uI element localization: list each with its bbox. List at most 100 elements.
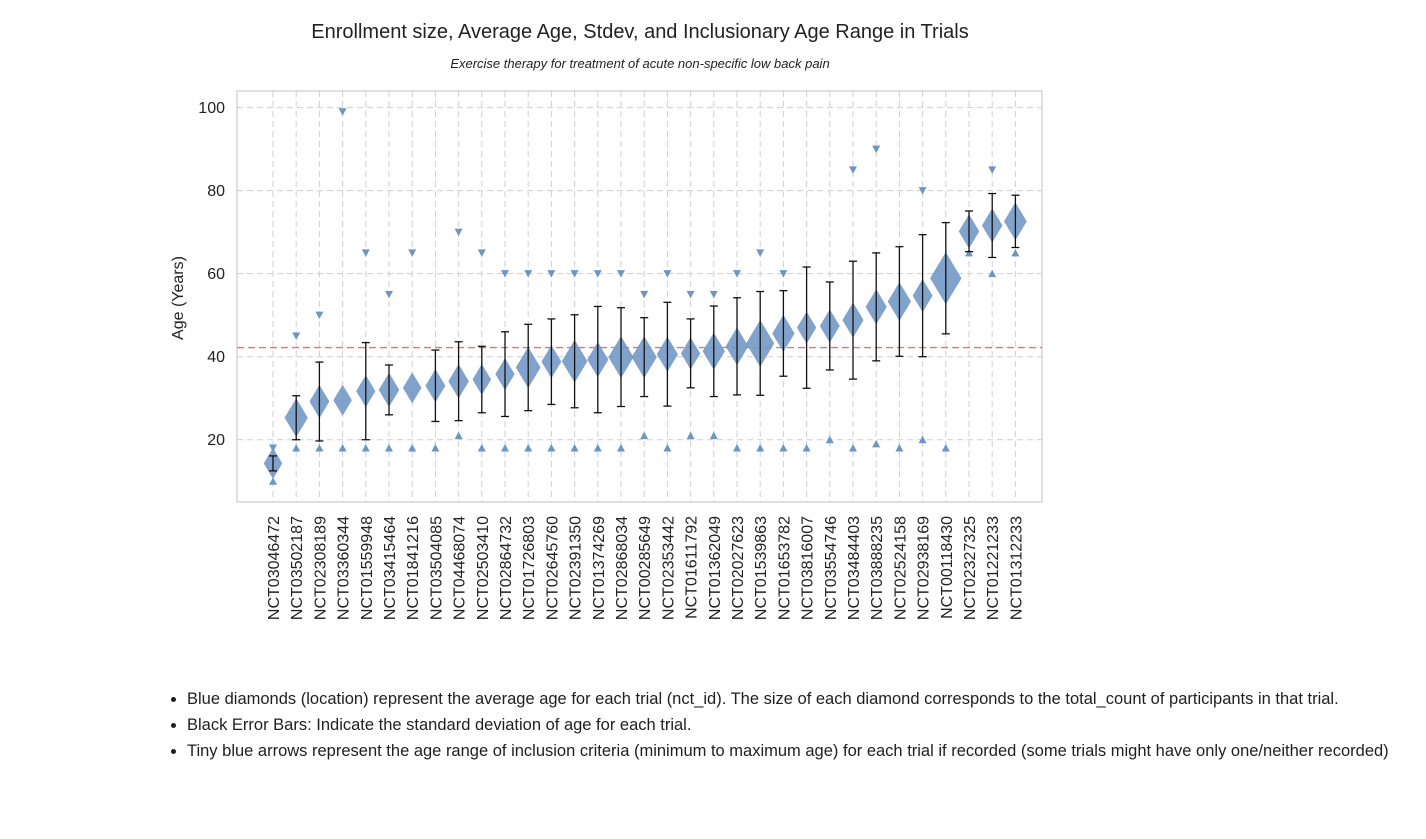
x-tick-label: NCT02391350 (568, 516, 585, 620)
max-age-arrow (988, 166, 997, 174)
min-age-arrow (756, 444, 765, 452)
max-age-arrow (338, 108, 347, 116)
min-age-arrow (802, 444, 811, 452)
max-age-arrow (872, 145, 881, 154)
min-age-arrow (733, 444, 741, 452)
min-age-arrow (431, 444, 440, 452)
min-age-arrow (570, 444, 579, 452)
max-age-arrow (524, 270, 533, 278)
y-tick-label: 80 (207, 183, 225, 200)
note-error-bars: Black Error Bars: Indicate the standard … (187, 712, 1426, 738)
min-age-arrow (1011, 248, 1020, 257)
x-tick-label: NCT00118430 (939, 516, 956, 619)
x-tick-label: NCT01726803 (521, 516, 538, 620)
x-tick-label: NCT02503410 (475, 516, 492, 620)
max-age-arrow (408, 249, 417, 257)
y-tick-label: 100 (198, 100, 225, 117)
x-tick-label: NCT01312233 (1008, 516, 1025, 620)
min-age-arrow (385, 444, 393, 452)
max-age-arrow (593, 270, 602, 278)
min-age-arrow (779, 444, 788, 452)
x-tick-label: NCT02645760 (544, 516, 561, 620)
min-age-arrow (686, 431, 695, 440)
x-tick-label: NCT01611792 (684, 516, 701, 619)
x-tick-label: NCT01362049 (707, 516, 724, 620)
x-tick-label: NCT04468074 (452, 516, 469, 620)
x-tick-label: NCT01374269 (591, 516, 608, 620)
x-tick-label: NCT03816007 (800, 516, 817, 620)
max-age-arrow (686, 290, 695, 299)
x-tick-label: NCT01841216 (405, 516, 422, 620)
x-tick-label: NCT03046472 (266, 516, 283, 620)
max-age-arrow (918, 187, 927, 195)
max-age-arrow (454, 228, 463, 237)
max-age-arrow (640, 290, 649, 299)
min-age-arrow (547, 444, 556, 452)
min-age-arrow (941, 444, 950, 452)
max-age-arrow (617, 270, 625, 278)
max-age-arrow (709, 290, 718, 299)
min-age-arrow (709, 431, 718, 440)
x-tick-label: NCT03888235 (869, 516, 886, 620)
mean-age-diamond (402, 372, 422, 404)
x-tick-label: NCT02027623 (730, 516, 747, 620)
max-age-arrow (779, 270, 788, 278)
x-tick-label: NCT01539863 (753, 516, 770, 620)
min-age-arrow (640, 431, 649, 440)
min-age-arrow (965, 248, 973, 257)
y-tick-label: 20 (207, 432, 225, 449)
min-age-arrow (408, 444, 417, 452)
chart-subtitle: Exercise therapy for treatment of acute … (450, 56, 829, 71)
note-arrows: Tiny blue arrows represent the age range… (187, 738, 1426, 764)
age-range-chart: Enrollment size, Average Age, Stdev, and… (170, 21, 1043, 620)
min-age-arrow (849, 444, 857, 452)
min-age-arrow (895, 444, 904, 452)
note-diamonds: Blue diamonds (location) represent the a… (187, 686, 1426, 712)
min-age-arrow (315, 444, 324, 452)
x-tick-label: NCT02327325 (962, 516, 979, 620)
x-tick-label: NCT02308189 (312, 516, 329, 620)
plot-frame (236, 90, 1043, 503)
max-age-arrow (547, 270, 556, 278)
min-age-arrow (524, 444, 533, 452)
x-tick-label: NCT01221233 (985, 516, 1002, 620)
min-age-arrow (872, 439, 881, 448)
min-age-arrow (361, 444, 370, 452)
max-age-arrow (385, 290, 393, 299)
max-age-arrow (756, 249, 765, 257)
mean-age-diamond (333, 384, 352, 416)
x-tick-label: NCT03502187 (289, 516, 306, 620)
max-age-arrow (849, 166, 857, 174)
max-age-arrow (477, 249, 486, 257)
max-age-arrow (733, 270, 741, 278)
x-tick-label: NCT03415464 (382, 516, 399, 620)
min-age-arrow (477, 444, 486, 452)
min-age-arrow (501, 444, 509, 452)
y-axis-label: Age (Years) (170, 256, 187, 340)
y-tick-label: 60 (207, 266, 225, 283)
min-age-arrow (825, 435, 834, 444)
x-tick-label: NCT03484403 (846, 516, 863, 620)
x-tick-label: NCT03360344 (336, 516, 353, 620)
min-age-arrow (988, 269, 997, 278)
max-age-arrow (292, 332, 301, 340)
x-tick-label: NCT02353442 (660, 516, 677, 620)
min-age-arrow (338, 444, 347, 452)
x-tick-label: NCT03554746 (823, 516, 840, 620)
min-age-arrow (269, 477, 277, 485)
max-age-arrow (361, 249, 370, 257)
max-age-arrow (570, 270, 579, 278)
x-tick-label: NCT00285649 (637, 516, 654, 620)
min-age-arrow (918, 435, 927, 444)
x-tick-label: NCT02524158 (892, 516, 909, 620)
y-tick-label: 40 (207, 349, 225, 366)
x-tick-label: NCT01653782 (776, 516, 793, 620)
x-tick-label: NCT01559948 (359, 516, 376, 620)
x-tick-label: NCT03504085 (428, 516, 445, 620)
plot-area: 20 40 60 80 100 NCT03046472 NCT03502187 NCT0230… (198, 90, 1043, 620)
chart-title: Enrollment size, Average Age, Stdev, and… (311, 21, 968, 43)
min-age-arrow (593, 444, 602, 452)
min-age-arrow (663, 444, 672, 452)
legend-notes: Blue diamonds (location) represent the a… (162, 686, 1426, 764)
max-age-arrow (501, 270, 509, 278)
